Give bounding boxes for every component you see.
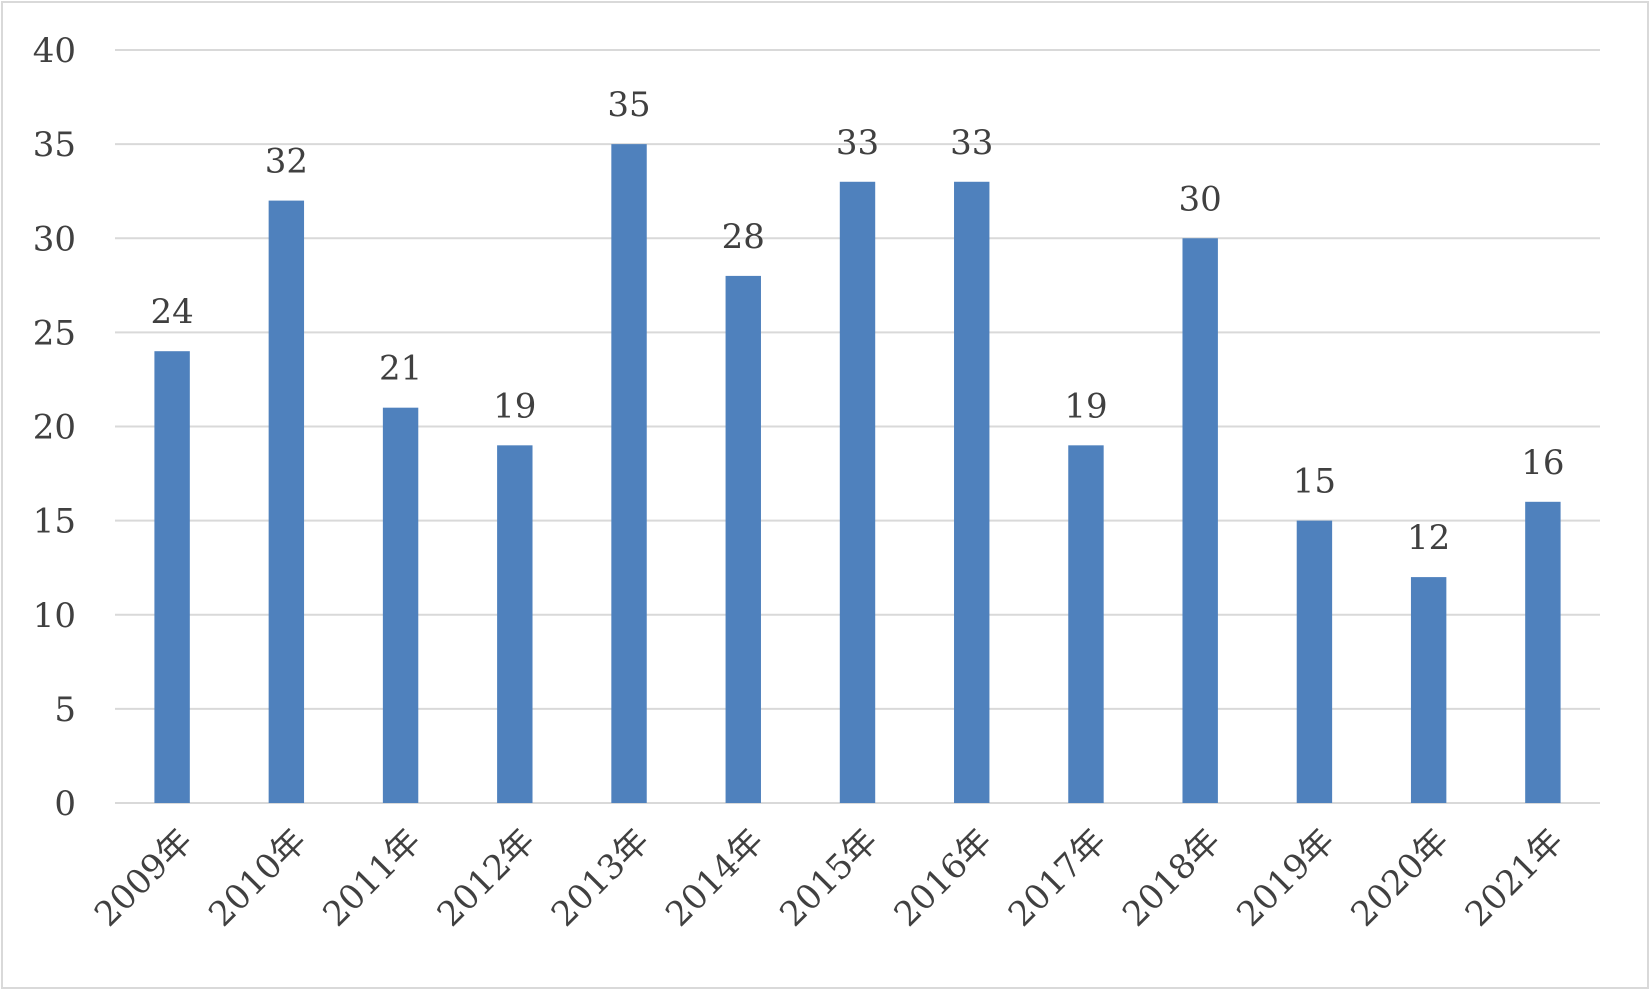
x-tick-label: 2011年 (315, 821, 429, 935)
y-tick-label: 5 (54, 690, 76, 730)
data-label: 19 (1064, 386, 1107, 426)
y-tick-label: 10 (33, 596, 76, 636)
y-axis-tick-labels: 0 5 10 15 20 25 30 35 40 (33, 31, 76, 824)
x-axis-tick-labels: 2009年 2010年 2011年 2012年 2013年 2014年 2015年 2016年… (87, 821, 1571, 935)
data-label: 15 (1293, 462, 1336, 502)
x-tick-label: 2010年 (201, 821, 315, 935)
data-label: 19 (493, 386, 536, 426)
bar-2015年 (839, 181, 876, 803)
bar-2012年 (497, 445, 533, 803)
data-label: 16 (1521, 443, 1564, 483)
bar-2016年 (954, 181, 990, 803)
data-label: 33 (836, 123, 879, 163)
data-label: 12 (1407, 518, 1450, 558)
data-label: 33 (950, 123, 993, 163)
x-tick-label: 2015年 (772, 821, 886, 935)
x-tick-label: 2019年 (1229, 821, 1343, 935)
data-label: 32 (265, 142, 308, 182)
data-labels: 24 32 21 19 35 28 33 33 19 30 15 12 16 (150, 85, 1564, 558)
x-tick-label: 2020年 (1344, 821, 1458, 935)
x-tick-label: 2018年 (1115, 821, 1229, 935)
x-tick-label: 2016年 (887, 821, 1001, 935)
data-label: 28 (722, 217, 765, 257)
x-tick-label: 2014年 (658, 821, 772, 935)
bar-2019年 (1296, 520, 1333, 803)
bars (154, 144, 1561, 804)
bar-2021年 (1525, 501, 1561, 803)
data-label: 30 (1179, 179, 1222, 219)
bar-2010年 (268, 200, 305, 804)
x-tick-label: 2017年 (1001, 821, 1115, 935)
y-tick-label: 35 (33, 125, 76, 165)
x-tick-label: 2021年 (1458, 821, 1572, 935)
data-label: 35 (607, 85, 650, 125)
data-label: 21 (379, 349, 422, 389)
y-tick-label: 25 (33, 313, 76, 353)
x-tick-label: 2012年 (430, 821, 544, 935)
bar-2018年 (1182, 238, 1218, 803)
bar-2013年 (611, 144, 647, 803)
y-tick-label: 20 (33, 408, 76, 448)
bar-2017年 (1068, 445, 1104, 803)
y-tick-label: 0 (54, 784, 76, 824)
y-tick-label: 15 (33, 502, 76, 542)
x-tick-label: 2013年 (544, 821, 658, 935)
bar-2011年 (382, 407, 419, 803)
bar-2009年 (154, 351, 190, 803)
bar-2020年 (1410, 577, 1447, 803)
x-tick-label: 2009年 (87, 821, 201, 935)
y-tick-label: 30 (33, 219, 76, 259)
y-tick-label: 40 (33, 31, 76, 71)
bar-2014年 (725, 275, 761, 803)
data-label: 24 (150, 292, 193, 332)
